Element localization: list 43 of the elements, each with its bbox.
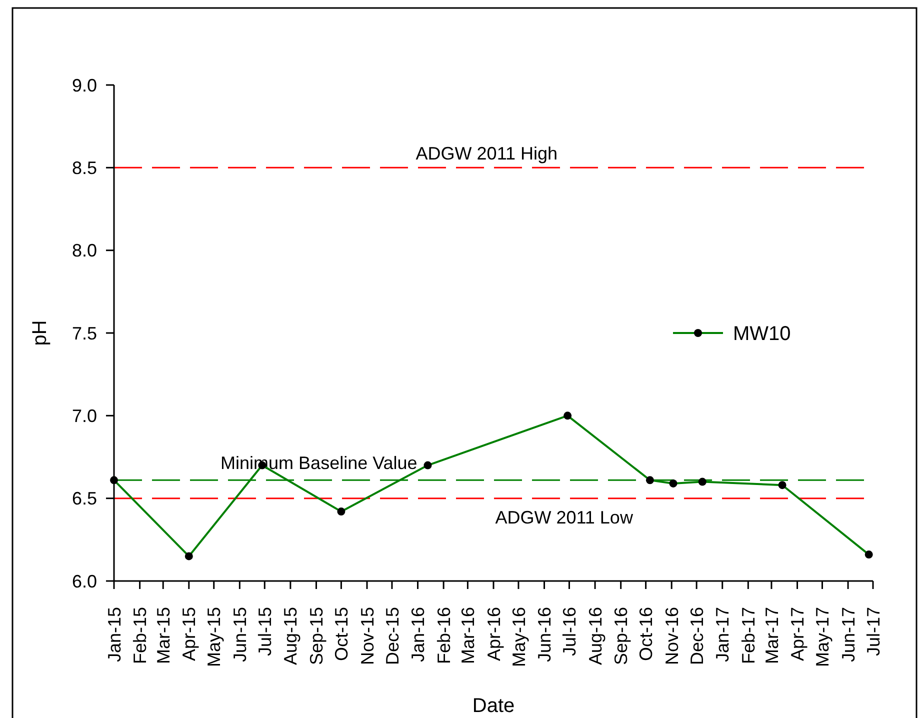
x-tick-label: Mar-17: [762, 607, 782, 664]
x-tick-label: Nov-15: [357, 607, 378, 666]
x-tick-label: Apr-16: [484, 607, 504, 662]
x-tick-label: Dec-16: [686, 607, 707, 666]
legend-label: MW10: [733, 323, 791, 345]
x-tick-label: Sep-16: [611, 607, 632, 666]
y-tick-label: 9.0: [72, 75, 97, 96]
x-tick-label: May-16: [508, 607, 529, 668]
x-tick-label: Feb-16: [434, 607, 454, 664]
x-tick-label: Jul-16: [560, 607, 580, 656]
ref-line-label: ADGW 2011 Low: [495, 507, 634, 528]
x-tick-label: Oct-15: [332, 607, 352, 662]
x-tick-label: Feb-17: [738, 607, 758, 664]
x-tick-label: May-15: [204, 607, 224, 668]
x-tick-label: Oct-16: [636, 607, 656, 662]
x-tick-label: Aug-16: [585, 607, 606, 666]
x-tick-label: Jan-17: [712, 607, 733, 662]
x-tick-label: Jul-15: [254, 607, 275, 656]
x-tick-label: Jun-16: [534, 607, 555, 662]
y-tick-label: 8.0: [72, 240, 97, 261]
x-tick-label: Apr-17: [788, 607, 808, 662]
y-tick-label: 7.5: [72, 323, 97, 344]
x-tick-label: Nov-16: [662, 607, 682, 666]
x-tick-label: Apr-15: [179, 607, 200, 662]
x-tick-label: Aug-15: [280, 607, 301, 666]
ref-line-label: ADGW 2011 High: [416, 144, 558, 164]
y-tick-label: 6.0: [72, 571, 97, 592]
x-tick-label: Jan-15: [104, 607, 124, 662]
y-tick-label: 6.5: [72, 488, 97, 509]
x-tick-label: Jun-15: [230, 607, 250, 662]
x-tick-label: Feb-15: [130, 607, 150, 664]
x-tick-label: Dec-15: [382, 607, 402, 666]
x-tick-label: Jun-17: [838, 607, 858, 662]
x-tick-label: May-17: [812, 607, 833, 668]
x-axis-title: Date: [472, 695, 515, 717]
y-tick-label: 7.0: [72, 406, 97, 426]
x-tick-label: Jan-16: [408, 607, 428, 662]
x-tick-label: Jul-17: [863, 607, 884, 656]
y-tick-label: 8.5: [72, 158, 97, 178]
x-tick-label: Sep-15: [306, 607, 327, 666]
x-tick-label: Mar-15: [153, 607, 174, 664]
y-axis-title: pH: [29, 320, 51, 346]
x-tick-label: Mar-16: [458, 607, 478, 664]
